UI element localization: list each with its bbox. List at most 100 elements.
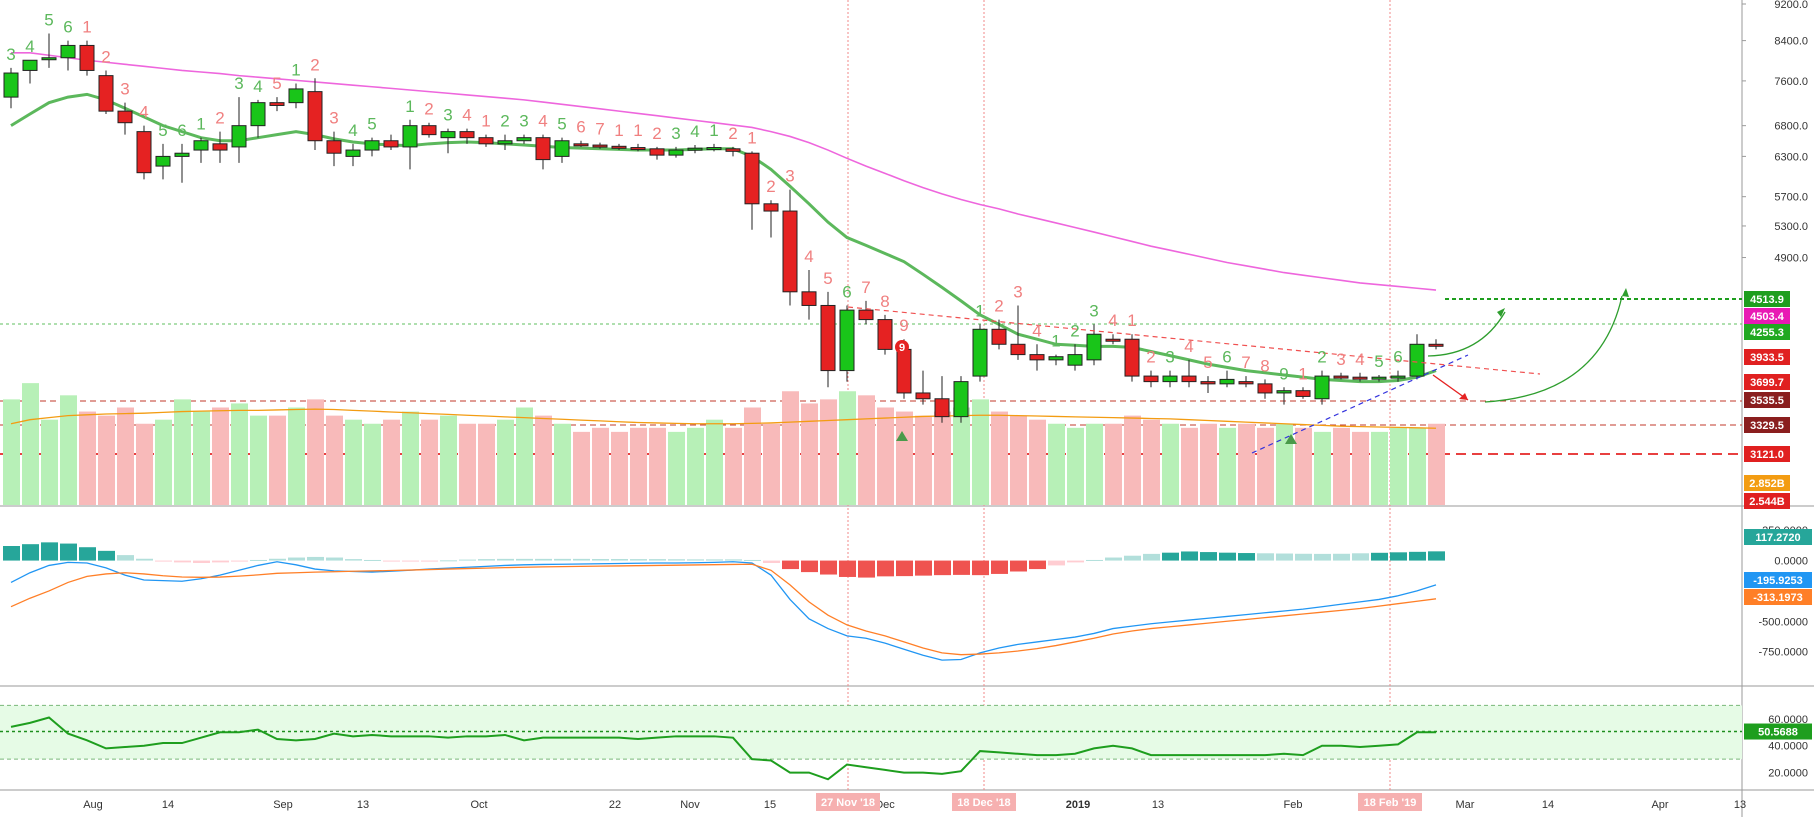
candle-body: [991, 328, 1007, 345]
time-axis-label: Mar: [1456, 799, 1475, 811]
volume-bar: [1181, 427, 1198, 505]
projection-arrow: [1432, 374, 1469, 401]
macd-histogram-bar: [1067, 560, 1084, 563]
nine-count-label: 9: [899, 342, 905, 354]
td-count-label: 3: [785, 167, 794, 186]
macd-histogram-bar: [858, 560, 875, 578]
volume-bar: [1010, 415, 1027, 505]
candle-body: [60, 44, 76, 59]
macd-histogram-bar: [1314, 553, 1331, 561]
candle-body: [307, 91, 323, 142]
volume-bar: [1067, 427, 1084, 505]
volume-bar: [345, 419, 362, 505]
volume-bar: [231, 403, 248, 505]
td-count-label: 1: [481, 112, 490, 131]
volume-bar: [250, 415, 267, 505]
candle-body: [1390, 375, 1406, 379]
macd-histogram-bar: [421, 560, 438, 562]
candle-body: [611, 145, 627, 149]
candle-body: [630, 147, 646, 151]
volume-bar: [364, 423, 381, 505]
td-count-label: 1: [633, 121, 642, 140]
volume-bar: [1048, 423, 1065, 505]
trendline-support: [1251, 354, 1469, 454]
td-count-label: 7: [1241, 353, 1250, 372]
candle-body: [858, 309, 874, 321]
td-count-label: 3: [671, 124, 680, 143]
macd-histogram-bar: [725, 559, 742, 561]
volume-bar: [1371, 431, 1388, 505]
price-level-label: 3535.5: [1750, 395, 1784, 407]
macd-histogram-bar: [22, 544, 39, 561]
macd-histogram-bar: [1105, 557, 1122, 561]
macd-line: [10, 561, 1437, 661]
td-count-label: 5: [1203, 353, 1212, 372]
macd-histogram-bar: [1428, 551, 1445, 561]
sma-line: [11, 51, 1437, 291]
time-axis-label: Aug: [83, 799, 103, 811]
macd-histogram-bar: [649, 559, 666, 561]
macd-histogram-bar: [839, 560, 856, 577]
macd-histogram-bar: [1352, 553, 1369, 561]
td-count-label: 4: [538, 112, 547, 131]
macd-tick-label: -750.0000: [1758, 647, 1808, 659]
candle-body: [877, 319, 893, 350]
macd-histogram-bar: [1124, 555, 1141, 561]
time-axis-label: Oct: [470, 799, 487, 811]
arrow-head-icon: [1497, 308, 1505, 317]
date-badge-label: 18 Feb '19: [1364, 797, 1417, 809]
td-count-label: 1: [405, 97, 414, 116]
volume-bar: [1124, 415, 1141, 505]
date-badge: [952, 793, 1016, 811]
macd-histogram-bar: [611, 558, 628, 561]
candle-body: [820, 304, 836, 372]
candle-body: [193, 140, 209, 151]
candle-body: [554, 140, 570, 157]
volume-bar: [478, 423, 495, 505]
rsi-value-badge: [1744, 723, 1812, 740]
date-badge-label: 18 Dec '18: [957, 797, 1010, 809]
macd-histogram-bar: [326, 557, 343, 561]
price-tick-label: 7600.0: [1774, 76, 1808, 88]
candle-body: [934, 398, 950, 418]
volume-bar: [60, 395, 77, 505]
price-level-label: 3699.7: [1750, 377, 1784, 389]
price-level-badge: [1744, 374, 1790, 390]
candle-body: [706, 147, 722, 151]
buy-signal-triangle: [896, 431, 908, 441]
macd-histogram-bar: [592, 558, 609, 561]
candle-body: [250, 102, 266, 127]
volume-bar: [459, 423, 476, 505]
price-level-label: 4503.4: [1750, 311, 1785, 323]
projection-arrow: [1484, 295, 1623, 403]
volume-bar: [212, 407, 229, 505]
price-tick-label: 4900.0: [1774, 253, 1808, 265]
price-level-badge: [1744, 417, 1790, 433]
td-count-label: 2: [1317, 348, 1326, 367]
rsi-value-label: 50.5688: [1758, 727, 1798, 739]
volume-bar: [288, 407, 305, 505]
macd-histogram-bar: [440, 560, 457, 562]
macd-value-label: -195.9253: [1753, 575, 1803, 587]
time-axis-label: 13: [1152, 799, 1164, 811]
candle-body: [839, 309, 855, 372]
volume-bar: [630, 427, 647, 505]
time-axis-label: Sep: [273, 799, 293, 811]
td-count-label: 2: [215, 109, 224, 128]
volume-bar: [1162, 423, 1179, 505]
volume-bar: [592, 427, 609, 505]
macd-histogram-bar: [497, 558, 514, 561]
td-count-label: 2: [652, 124, 661, 143]
candle-body: [1067, 354, 1083, 366]
td-count-label: 2: [101, 47, 110, 66]
candle-body: [478, 137, 494, 145]
price-level-badge: [1744, 493, 1790, 509]
td-count-label: 4: [804, 247, 813, 266]
volume-bar: [117, 407, 134, 505]
volume-bar: [801, 403, 818, 505]
time-axis-label: 14: [1542, 799, 1554, 811]
volume-bar: [649, 427, 666, 505]
td-count-label: 2: [424, 100, 433, 119]
volume-bar: [763, 423, 780, 505]
